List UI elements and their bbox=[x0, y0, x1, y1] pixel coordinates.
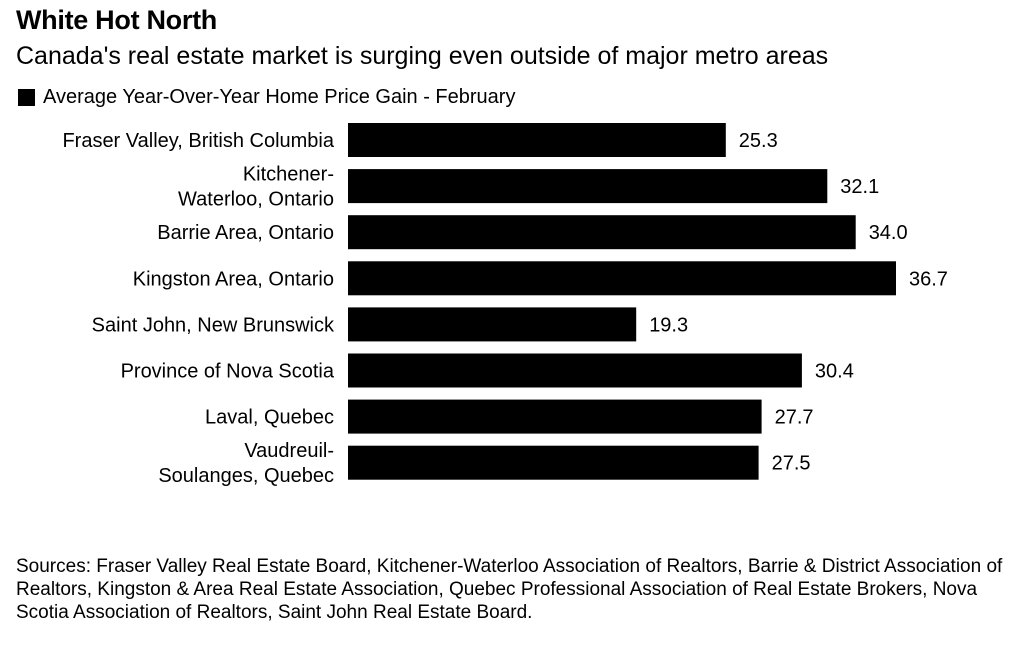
data-label: 30.4 bbox=[815, 361, 854, 383]
data-label: 27.7 bbox=[775, 407, 814, 429]
category-label: Waterloo, Ontario bbox=[178, 189, 334, 211]
category-label: Province of Nova Scotia bbox=[121, 361, 335, 383]
category-label: Vaudreuil- bbox=[244, 440, 334, 462]
source-note: Sources: Fraser Valley Real Estate Board… bbox=[16, 556, 1003, 623]
legend: Average Year-Over-Year Home Price Gain -… bbox=[18, 86, 515, 109]
category-label: Laval, Quebec bbox=[205, 407, 334, 429]
category-label: Kitchener- bbox=[243, 164, 334, 186]
bar bbox=[348, 445, 759, 480]
legend-swatch bbox=[18, 89, 35, 106]
data-label: 25.3 bbox=[739, 130, 778, 152]
bar bbox=[348, 261, 896, 296]
category-label: Saint John, New Brunswick bbox=[92, 314, 335, 336]
data-label: 19.3 bbox=[649, 314, 688, 336]
bar bbox=[348, 353, 802, 388]
bar bbox=[348, 215, 856, 250]
data-label: 27.5 bbox=[772, 453, 811, 475]
category-label: Kingston Area, Ontario bbox=[133, 268, 334, 290]
bar bbox=[348, 123, 726, 157]
bar bbox=[348, 169, 828, 204]
data-label: 36.7 bbox=[909, 268, 948, 290]
data-label: 32.1 bbox=[840, 176, 879, 198]
bar bbox=[348, 307, 637, 342]
bar-chart: 25.3 Fraser Valley, British Columbia 32.1 K… bbox=[62, 123, 948, 487]
category-label: Fraser Valley, British Columbia bbox=[62, 130, 334, 152]
chart-title: White Hot North bbox=[16, 5, 217, 35]
chart-subtitle: Canada's real estate market is surging e… bbox=[16, 42, 829, 70]
legend-label: Average Year-Over-Year Home Price Gain -… bbox=[43, 86, 516, 108]
category-label: Barrie Area, Ontario bbox=[157, 222, 334, 244]
data-label: 34.0 bbox=[869, 222, 908, 244]
bar bbox=[348, 399, 762, 434]
category-label: Soulanges, Quebec bbox=[158, 465, 334, 487]
